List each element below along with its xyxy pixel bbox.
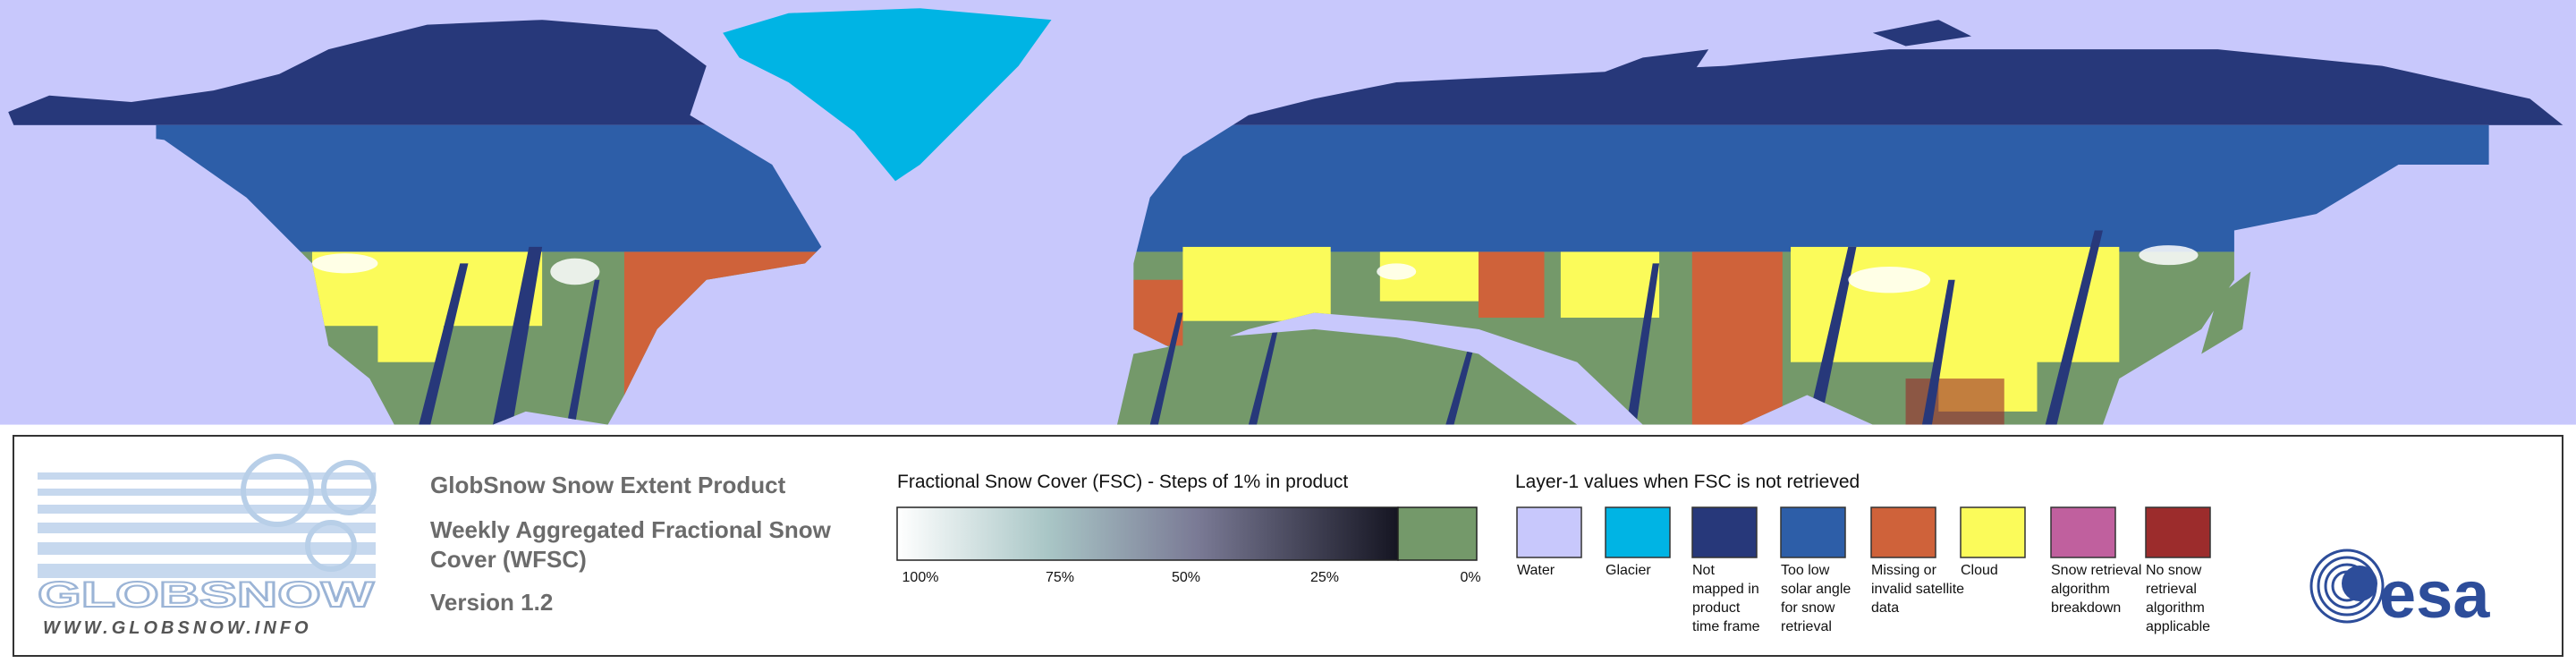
legend-label: retrieval [2146,582,2197,597]
legend-label: Too low [1781,563,1830,578]
legend-label: Glacier [1606,563,1651,578]
greenland [723,8,1052,182]
fsc-zero [1397,506,1478,561]
logo-url: WWW.GLOBSNOW.INFO [43,618,312,638]
legend-label: time frame [1692,619,1760,634]
legend-swatch [1605,506,1671,558]
layer1-legend: Water Glacier Not mapped in product time fram… [1516,506,2211,634]
legend-label: algorithm [2146,600,2205,616]
fsc-label: 75% [1046,570,1074,585]
globsnow-logo: GLOBSNOW WWW.GLOBSNOW.INFO [37,454,377,638]
legend-swatch [1780,506,1846,558]
legend-label: solar angle [1781,582,1851,597]
fsc-gradient [896,506,1399,561]
legend-label: Cloud [1961,563,1998,578]
layer1-title: Layer-1 values when FSC is not retrieved [1515,472,1860,492]
fsc-title: Fractional Snow Cover (FSC) - Steps of 1… [897,472,1348,492]
legend-label: Water [1517,563,1555,578]
legend-label: Snow retrieval [2051,563,2141,578]
legend-swatch [1960,506,2026,558]
legend-swatch [1870,506,1936,558]
legend-label: for snow [1781,600,1835,616]
fsc-label: 50% [1172,570,1200,585]
map [0,0,2576,425]
legend-label: invalid satellite [1871,582,1964,597]
legend-swatch [1691,506,1758,558]
legend-swatch [2050,506,2116,558]
product-subtitle: Cover (WFSC) [430,546,587,573]
fsc-label: 0% [1460,570,1480,585]
legend-swatch [2145,506,2211,558]
product-title: GlobSnow Snow Extent Product [430,472,786,498]
product-version: Version 1.2 [430,589,553,616]
legend-label: data [1871,600,1899,616]
legend-label: Not [1692,563,1715,578]
product-subtitle: Weekly Aggregated Fractional Snow [430,516,832,543]
esa-logo: esa [2309,549,2490,632]
legend-label: algorithm [2051,582,2110,597]
esa-text: esa [2379,557,2490,632]
logo-name: GLOBSNOW [38,575,374,615]
legend-label: breakdown [2051,600,2121,616]
legend-swatch [1516,506,1582,558]
legend-label: applicable [2146,619,2210,634]
fsc-label: 25% [1310,570,1339,585]
legend-label: retrieval [1781,619,1832,634]
legend-label: No snow [2146,563,2202,578]
legend-label: product [1692,600,1741,616]
legend-label: mapped in [1692,582,1759,597]
legend-label: Missing or [1871,563,1937,578]
fsc-label: 100% [902,570,939,585]
